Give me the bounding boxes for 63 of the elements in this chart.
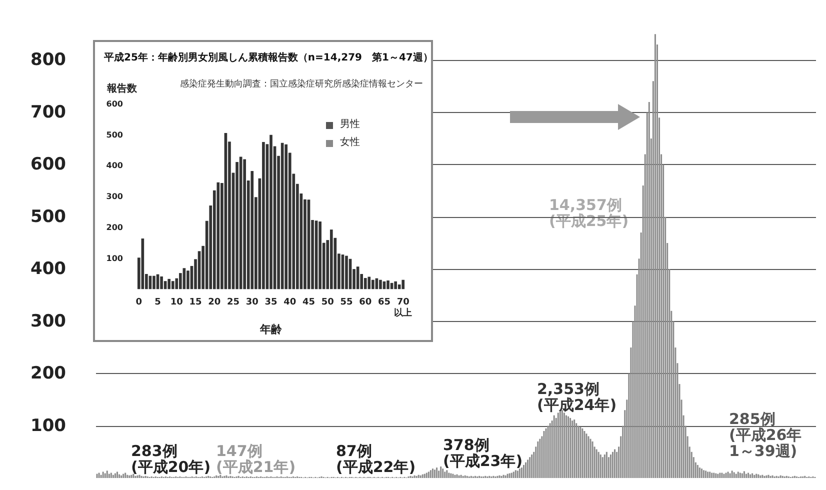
x-tick-label: 55: [340, 298, 353, 308]
y-axis-title: 報告数: [106, 82, 138, 94]
y-tick-label: 500: [30, 206, 66, 227]
x-tick-label: 65: [378, 298, 391, 308]
bar: [394, 281, 397, 290]
x-tick-label: 70以上: [394, 298, 412, 319]
bar: [364, 278, 367, 290]
y-tick-label: 400: [106, 161, 124, 170]
y-tick-label: 600: [30, 154, 66, 175]
annotation: 感染症発生動向調査：国立感染症研究所感染症情報センター: [180, 78, 423, 90]
annotation: 87例 (平成22年): [336, 442, 416, 476]
x-tick-label: 10: [170, 298, 183, 308]
bar: [216, 182, 220, 290]
annotation: 男性: [340, 118, 360, 132]
bar: [368, 276, 371, 290]
y-tick-label: 400: [30, 259, 66, 280]
chart-title: 平成25年：年齢別男女別風しん累積報告数（n=14,279 第1～47週）: [103, 52, 433, 64]
y-tick-label: 200: [106, 222, 124, 232]
bar: [402, 280, 405, 290]
y-tick-label: 100: [106, 254, 124, 263]
bar: [168, 278, 170, 290]
x-axis-title: 年齢: [259, 323, 283, 336]
bar: [141, 238, 144, 290]
x-tick-label: 40: [284, 298, 296, 308]
y-tick-label: 300: [30, 311, 66, 332]
bar: [171, 281, 174, 290]
y-tick-label: 600: [106, 100, 124, 108]
x-tick-label: 25: [226, 298, 240, 308]
bar: [318, 222, 322, 290]
bar: [160, 276, 163, 290]
bar: [345, 256, 348, 290]
y-tick-label: 200: [30, 364, 66, 384]
annotation: 女性: [340, 136, 360, 150]
bar: [372, 280, 374, 290]
x-tick-label: 50: [321, 298, 334, 308]
annotation: 2,353例 (平成24年): [537, 380, 617, 414]
bar: [386, 280, 390, 290]
annotation: 378例 (平成23年): [443, 436, 523, 470]
x-tick-label: 5: [154, 298, 161, 308]
x-tick-label: 0: [136, 298, 142, 308]
bar: [284, 144, 288, 290]
bar: [243, 159, 246, 290]
x-tick-label: 60: [359, 298, 372, 308]
y-tick-label: 500: [106, 130, 124, 140]
x-tick-label: 20: [208, 298, 221, 308]
bar: [398, 284, 401, 290]
x-tick-label: 15: [189, 298, 202, 308]
annotation: 147例 (平成21年): [216, 442, 296, 476]
bar: [330, 230, 333, 290]
bar: [262, 142, 265, 290]
annotation: 285例 (平成26年 1～39週): [729, 410, 802, 460]
annotation: 283例 (平成20年): [131, 442, 211, 476]
y-tick-label: 300: [106, 192, 124, 202]
bar: [270, 134, 272, 290]
y-tick-label: 100: [30, 416, 66, 436]
y-tick-label: 800: [30, 50, 66, 70]
bar: [250, 170, 254, 290]
x-tick-label: 35: [264, 298, 278, 308]
bar: [379, 280, 382, 290]
bar: [152, 276, 156, 290]
x-tick-label: 45: [302, 298, 316, 308]
x-tick-label: 30: [246, 298, 258, 308]
y-tick-label: 700: [30, 102, 66, 122]
